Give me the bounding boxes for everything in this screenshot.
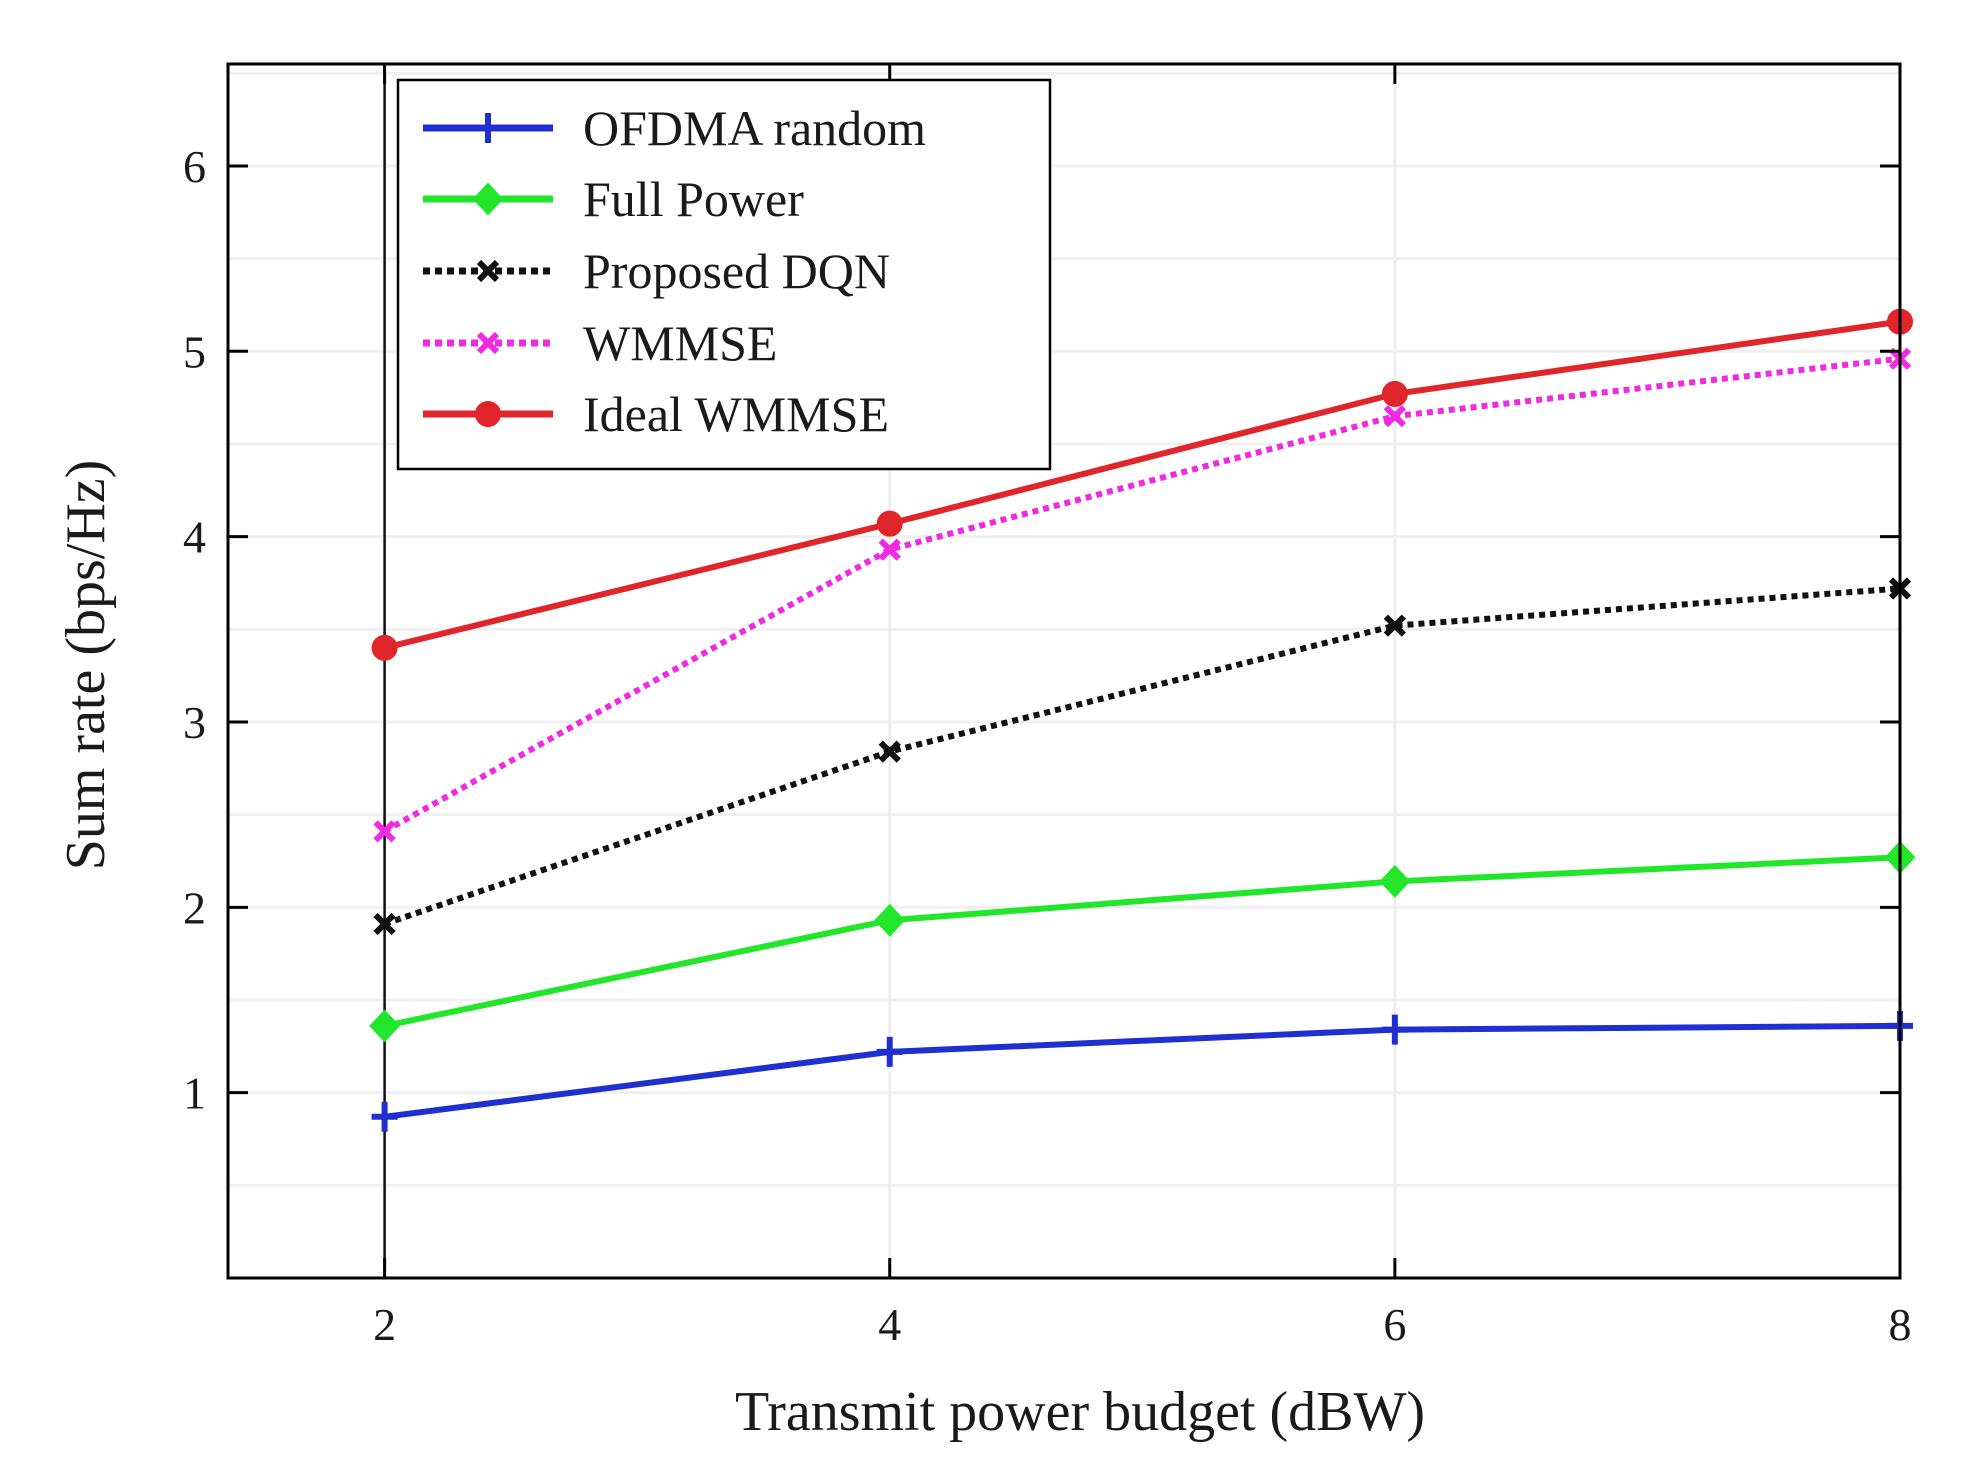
data-point-marker (1379, 864, 1411, 898)
data-point-marker (876, 1036, 903, 1067)
data-point-marker (373, 820, 396, 843)
tick-labels: 1 2 3 4 5 6 2 4 6 8 (183, 141, 1912, 1350)
x-axis-title: Transmit power budget (dBW) (735, 1381, 1425, 1443)
y-tick-label: 4 (183, 512, 206, 563)
plot-lines (369, 308, 1916, 1132)
plot-frame (226, 62, 1902, 1280)
y-tick-label: 1 (183, 1068, 206, 1119)
data-point-marker (876, 510, 903, 537)
y-axis-title: Sum rate (bps/Hz) (55, 460, 117, 871)
legend-marker (475, 113, 501, 143)
x-tick-label: 4 (878, 1299, 901, 1350)
ticks (228, 64, 1902, 1278)
data-point-marker (371, 634, 398, 661)
legend-label-0: OFDMA random (583, 100, 926, 156)
y-tick-label: 2 (183, 882, 206, 933)
data-point-marker (1383, 405, 1406, 428)
series-line-4 (383, 318, 1901, 651)
data-point-marker (371, 1101, 398, 1132)
data-point-marker (1381, 1014, 1408, 1045)
data-point-marker (878, 740, 901, 763)
series-line-1 (383, 854, 1901, 1029)
legend: OFDMA random Full Power Proposed DQN WMMSE I… (396, 78, 1052, 471)
data-point-marker (1381, 380, 1408, 407)
y-tick-label: 3 (183, 697, 206, 748)
legend-marker (476, 331, 500, 355)
legend-marker (475, 401, 501, 427)
x-tick-label: 6 (1383, 1299, 1406, 1350)
series-line-0 (384, 1022, 1901, 1120)
data-point-marker (1383, 614, 1406, 637)
y-tick-label: 5 (183, 326, 206, 377)
legend-label-4: Ideal WMMSE (583, 386, 889, 442)
legend-label-3: WMMSE (583, 315, 777, 371)
x-tick-label: 2 (373, 1299, 396, 1350)
data-point-marker (878, 538, 901, 561)
x-tick-label: 8 (1889, 1299, 1912, 1350)
legend-label-1: Full Power (583, 171, 804, 227)
data-point-marker (373, 912, 396, 936)
series-line-3 (383, 355, 1901, 834)
legend-box (396, 78, 1052, 471)
legend-items: OFDMA random Full Power Proposed DQN WMMSE I… (423, 100, 926, 442)
data-point-marker (874, 903, 906, 937)
y-tick-label: 6 (183, 141, 206, 192)
series-line-2 (383, 585, 1901, 927)
legend-label-2: Proposed DQN (583, 243, 890, 299)
legend-marker (476, 259, 500, 283)
legend-marker (472, 182, 504, 216)
data-point-marker (369, 1009, 400, 1043)
